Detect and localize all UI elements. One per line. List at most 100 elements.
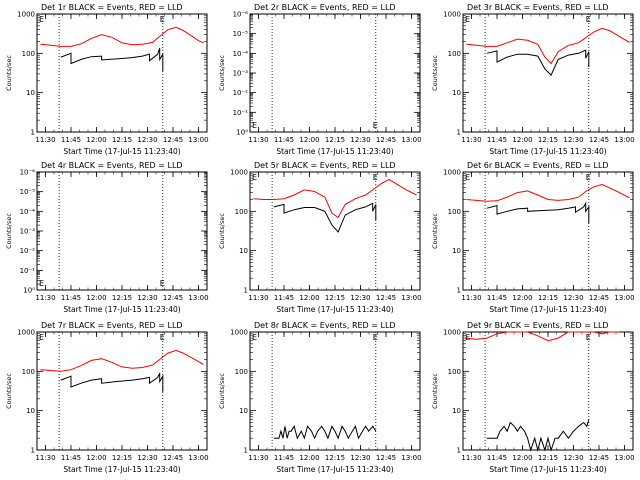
x-tick-label: 12:00 <box>299 294 319 302</box>
y-tick-label: 10 <box>452 407 461 415</box>
panel-title: Det 7r BLACK = Events, RED = LLD <box>41 321 183 330</box>
x-axis-label: Start Time (17-Jul-15 11:23:40) <box>276 147 393 156</box>
panel-title: Det 6r BLACK = Events, RED = LLD <box>467 161 609 170</box>
x-tick-label: 12:00 <box>512 454 532 462</box>
y-tick-label: 100 <box>22 368 35 376</box>
y-tick-label: 10⁻⁵ <box>20 188 36 196</box>
y-tick-label: 10⁻⁴ <box>233 50 249 58</box>
x-tick-label: 11:30 <box>248 136 268 144</box>
y-axis-label: Counts/sec <box>218 213 226 249</box>
panel-title: Det 1r BLACK = Events, RED = LLD <box>41 3 183 12</box>
panel-det-5: Det 5r BLACK = Events, RED = LLD Counts/s… <box>218 161 422 314</box>
x-tick-label: 13:00 <box>188 294 208 302</box>
event-marker-label: E <box>586 173 591 182</box>
event-marker-label: E <box>160 279 165 288</box>
x-tick-label: 12:45 <box>376 454 396 462</box>
y-axis-label: Counts/sec <box>431 373 439 409</box>
x-tick-label: 11:30 <box>248 454 268 462</box>
y-axis-label: Counts/sec <box>431 55 439 91</box>
x-tick-label: 12:15 <box>538 136 558 144</box>
x-tick-label: 13:00 <box>401 454 421 462</box>
y-tick-label: 1000 <box>443 169 461 177</box>
x-tick-label: 12:30 <box>137 454 157 462</box>
y-axis-label: Counts/sec <box>5 55 13 91</box>
x-tick-label: 12:45 <box>163 294 183 302</box>
x-tick-label: 12:45 <box>163 136 183 144</box>
x-tick-label: 12:30 <box>563 136 583 144</box>
panel-det-1: Det 1r BLACK = Events, RED = LLD Counts/s… <box>5 3 209 156</box>
x-tick-label: 11:45 <box>487 454 507 462</box>
x-tick-label: 12:00 <box>86 136 106 144</box>
y-tick-label: 1000 <box>230 169 248 177</box>
plot-frame <box>36 13 208 133</box>
plot-frame <box>249 13 421 133</box>
x-axis-label: Start Time (17-Jul-15 11:23:40) <box>489 305 606 314</box>
y-tick-label: 10⁻¹ <box>20 267 36 275</box>
x-tick-label: 11:45 <box>61 294 81 302</box>
plot-frame <box>462 331 634 451</box>
y-tick-label: 1000 <box>230 329 248 337</box>
x-tick-label: 11:45 <box>487 136 507 144</box>
y-axis-label: Counts/sec <box>5 213 13 249</box>
x-tick-label: 13:00 <box>188 454 208 462</box>
events-series-line <box>486 419 590 452</box>
y-tick-label: 1 <box>457 287 461 295</box>
x-axis-label: Start Time (17-Jul-15 11:23:40) <box>63 147 180 156</box>
y-axis-label: Counts/sec <box>5 373 13 409</box>
y-tick-label: 10⁻⁴ <box>20 208 36 216</box>
x-axis-label: Start Time (17-Jul-15 11:23:40) <box>276 305 393 314</box>
x-tick-label: 12:15 <box>325 136 345 144</box>
x-tick-label: 12:15 <box>538 294 558 302</box>
x-tick-label: 12:30 <box>563 454 583 462</box>
panel-title: Det 3r BLACK = Events, RED = LLD <box>467 3 609 12</box>
y-tick-label: 1 <box>457 447 461 455</box>
panel-det-6: Det 6r BLACK = Events, RED = LLD Counts/s… <box>431 161 635 314</box>
x-tick-label: 13:00 <box>614 136 634 144</box>
y-tick-label: 1000 <box>17 11 35 19</box>
event-marker-label: E <box>160 15 165 24</box>
x-tick-label: 12:30 <box>137 294 157 302</box>
event-marker-label: E <box>252 333 257 342</box>
y-tick-label: 10 <box>239 407 248 415</box>
x-axis-label: Start Time (17-Jul-15 11:23:40) <box>489 147 606 156</box>
lld-series-line <box>466 331 620 342</box>
panel-det-8: Det 8r BLACK = Events, RED = LLD Counts/s… <box>218 321 422 474</box>
x-tick-label: 12:15 <box>325 294 345 302</box>
x-tick-label: 12:45 <box>376 136 396 144</box>
x-tick-label: 12:45 <box>376 294 396 302</box>
events-series-line <box>486 201 590 224</box>
events-series-line <box>60 372 164 392</box>
y-tick-label: 10⁻² <box>233 89 249 97</box>
panel-det-9: Det 9r BLACK = Events, RED = LLD Counts/s… <box>431 321 635 474</box>
y-tick-label: 10 <box>26 407 35 415</box>
event-marker-label: E <box>586 15 591 24</box>
y-tick-label: 100 <box>235 368 248 376</box>
event-marker-label: E <box>252 173 257 182</box>
x-tick-label: 13:00 <box>401 136 421 144</box>
events-series-line <box>273 202 377 233</box>
x-tick-label: 12:30 <box>350 294 370 302</box>
x-tick-label: 12:15 <box>112 136 132 144</box>
x-tick-label: 12:15 <box>112 454 132 462</box>
x-tick-label: 11:45 <box>487 294 507 302</box>
x-tick-label: 11:45 <box>274 294 294 302</box>
x-tick-label: 11:45 <box>274 136 294 144</box>
x-tick-label: 12:45 <box>589 136 609 144</box>
y-tick-label: 10⁰ <box>236 129 248 137</box>
y-tick-label: 100 <box>235 208 248 216</box>
y-tick-label: 100 <box>448 50 461 58</box>
y-tick-label: 10⁻² <box>20 247 36 255</box>
x-tick-label: 12:45 <box>589 294 609 302</box>
y-tick-label: 100 <box>22 50 35 58</box>
x-tick-label: 12:00 <box>299 136 319 144</box>
events-series-line <box>486 49 590 76</box>
x-tick-label: 13:00 <box>188 136 208 144</box>
lld-series-line <box>253 178 417 219</box>
y-tick-label: 10⁻³ <box>233 70 249 78</box>
x-tick-label: 11:45 <box>61 136 81 144</box>
x-tick-label: 11:30 <box>35 136 55 144</box>
x-tick-label: 12:15 <box>325 454 345 462</box>
y-tick-label: 10 <box>452 89 461 97</box>
x-tick-label: 13:00 <box>614 454 634 462</box>
